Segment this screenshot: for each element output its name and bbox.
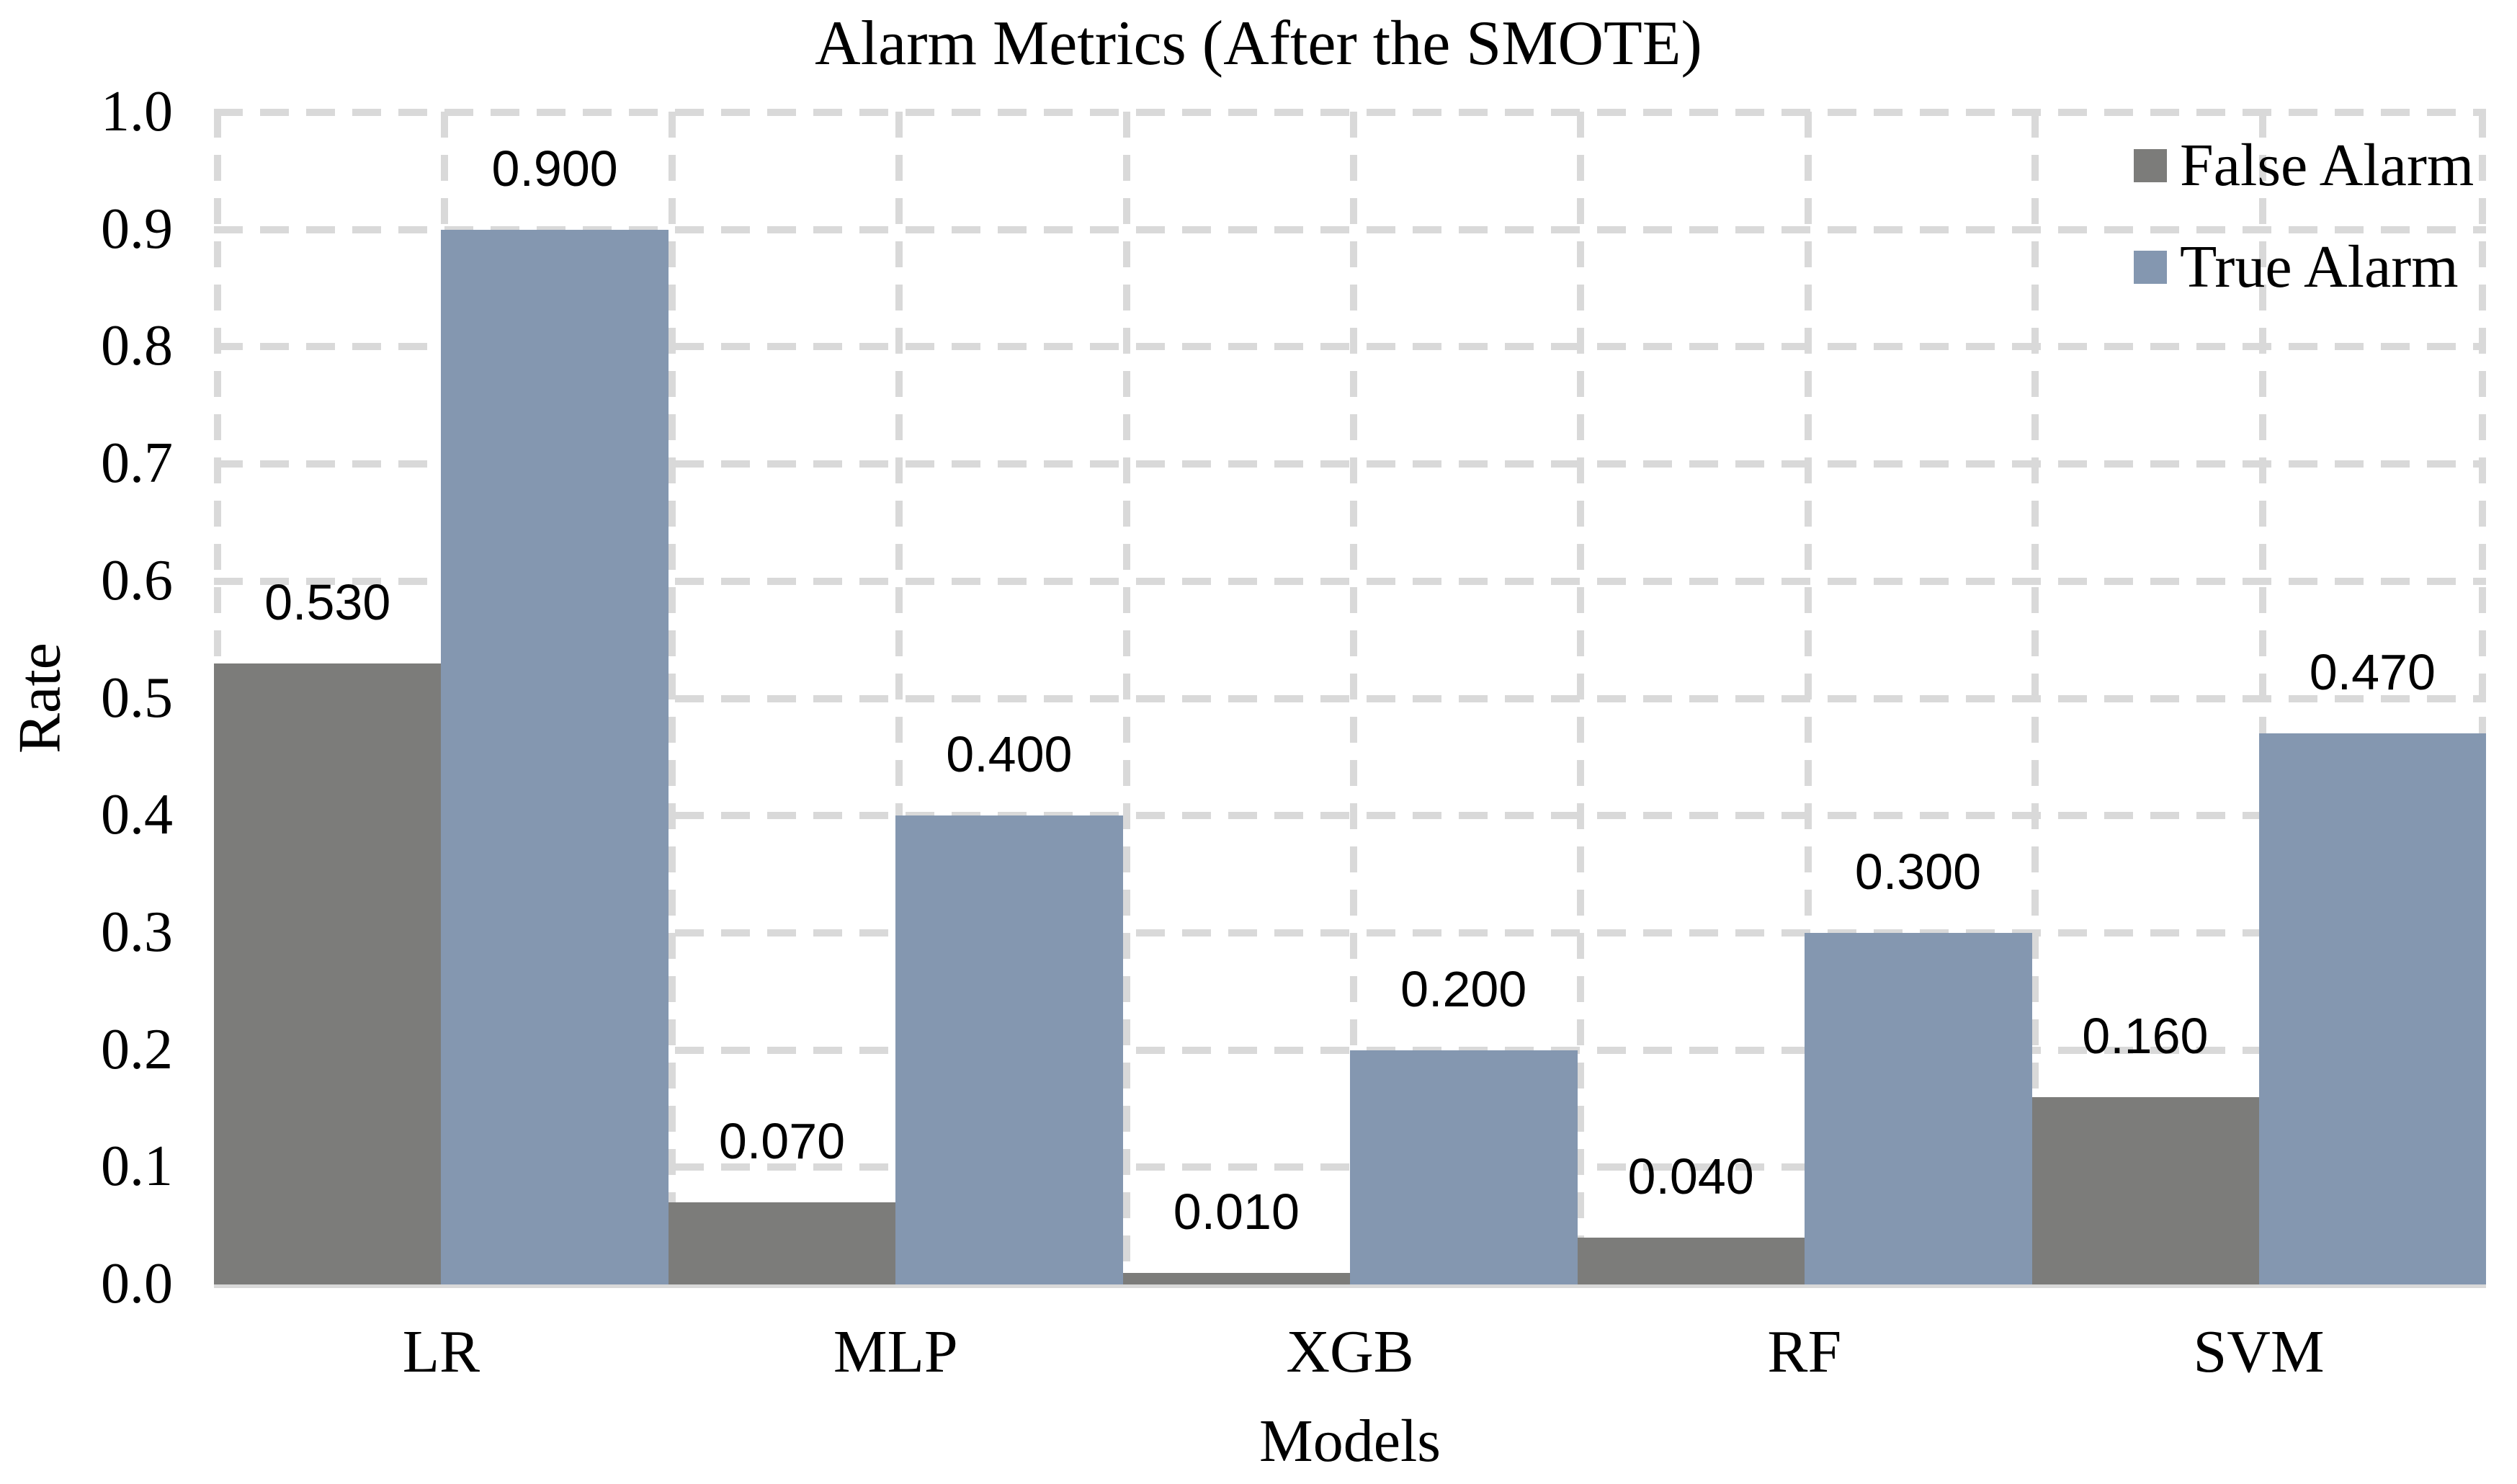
plot-area: 0.530 0.070 0.010 0.040 0.160 0.900 0.400 0.200… — [214, 109, 2487, 1288]
x-category-label-lr: LR — [402, 1318, 480, 1385]
legend-item-false-alarm: False Alarm — [2134, 132, 2474, 200]
legend: False Alarm True Alarm — [2134, 132, 2474, 301]
bar-false-alarm-svm — [2031, 1097, 2260, 1284]
y-tick-label: 0.9 — [101, 197, 173, 261]
bar-value-label: 0.010 — [1173, 1184, 1300, 1240]
bar-true-alarm-xgb — [1350, 1050, 1578, 1284]
y-tick-label: 0.1 — [101, 1135, 173, 1199]
bar-value-label: 0.160 — [2082, 1008, 2209, 1064]
legend-item-true-alarm: True Alarm — [2134, 233, 2474, 301]
gridline-vertical — [1804, 112, 1812, 1284]
bar-true-alarm-rf — [1804, 933, 2032, 1284]
bar-false-alarm-mlp — [668, 1202, 896, 1284]
x-axis-line — [214, 1281, 2486, 1288]
y-tick-label: 0.3 — [101, 900, 173, 964]
y-tick-label: 0.0 — [101, 1252, 173, 1315]
x-category-label-xgb: XGB — [1286, 1318, 1414, 1385]
bar-false-alarm-xgb — [1122, 1273, 1351, 1284]
legend-label-true-alarm: True Alarm — [2180, 233, 2459, 300]
gridline-vertical — [2031, 112, 2039, 1284]
bar-value-label: 0.200 — [1400, 961, 1527, 1017]
bar-value-label: 0.070 — [718, 1113, 846, 1169]
y-tick-label: 0.5 — [101, 666, 173, 730]
false-alarm-swatch-icon — [2134, 149, 2167, 182]
bar-value-label: 0.040 — [1627, 1148, 1754, 1204]
bar-true-alarm-lr — [441, 230, 669, 1284]
y-tick-label: 0.6 — [101, 548, 173, 612]
bar-value-label: 0.300 — [1854, 844, 1982, 900]
bar-value-label: 0.530 — [264, 574, 391, 630]
gridline-vertical — [668, 112, 676, 1284]
bar-value-label: 0.400 — [946, 726, 1073, 782]
gridline-vertical — [1577, 112, 1585, 1284]
gridline-vertical — [895, 112, 903, 1284]
y-tick-label: 1.0 — [101, 80, 173, 143]
gridline-vertical — [2479, 112, 2486, 1284]
y-tick-label: 0.8 — [101, 314, 173, 378]
y-tick-label: 0.2 — [101, 1017, 173, 1081]
x-axis-title: Models — [1259, 1408, 1441, 1475]
bar-value-label: 0.900 — [491, 140, 618, 197]
gridline-vertical — [1350, 112, 1357, 1284]
y-tick-label: 0.4 — [101, 783, 173, 847]
bar-true-alarm-svm — [2258, 733, 2487, 1284]
x-category-label-rf: RF — [1767, 1318, 1842, 1385]
gridline-vertical — [1122, 112, 1130, 1284]
chart-title: Alarm Metrics (After the SMOTE) — [815, 9, 1702, 79]
bar-value-label: 0.470 — [2309, 644, 2436, 700]
gridline-vertical — [2258, 112, 2266, 1284]
x-category-label-mlp: MLP — [833, 1318, 958, 1385]
bar-false-alarm-lr — [214, 663, 442, 1284]
true-alarm-swatch-icon — [2134, 251, 2167, 284]
y-tick-label: 0.7 — [101, 432, 173, 496]
x-category-label-svm: SVM — [2193, 1318, 2325, 1385]
legend-label-false-alarm: False Alarm — [2180, 132, 2474, 199]
bar-false-alarm-rf — [1577, 1238, 1805, 1284]
bar-true-alarm-mlp — [895, 815, 1124, 1284]
